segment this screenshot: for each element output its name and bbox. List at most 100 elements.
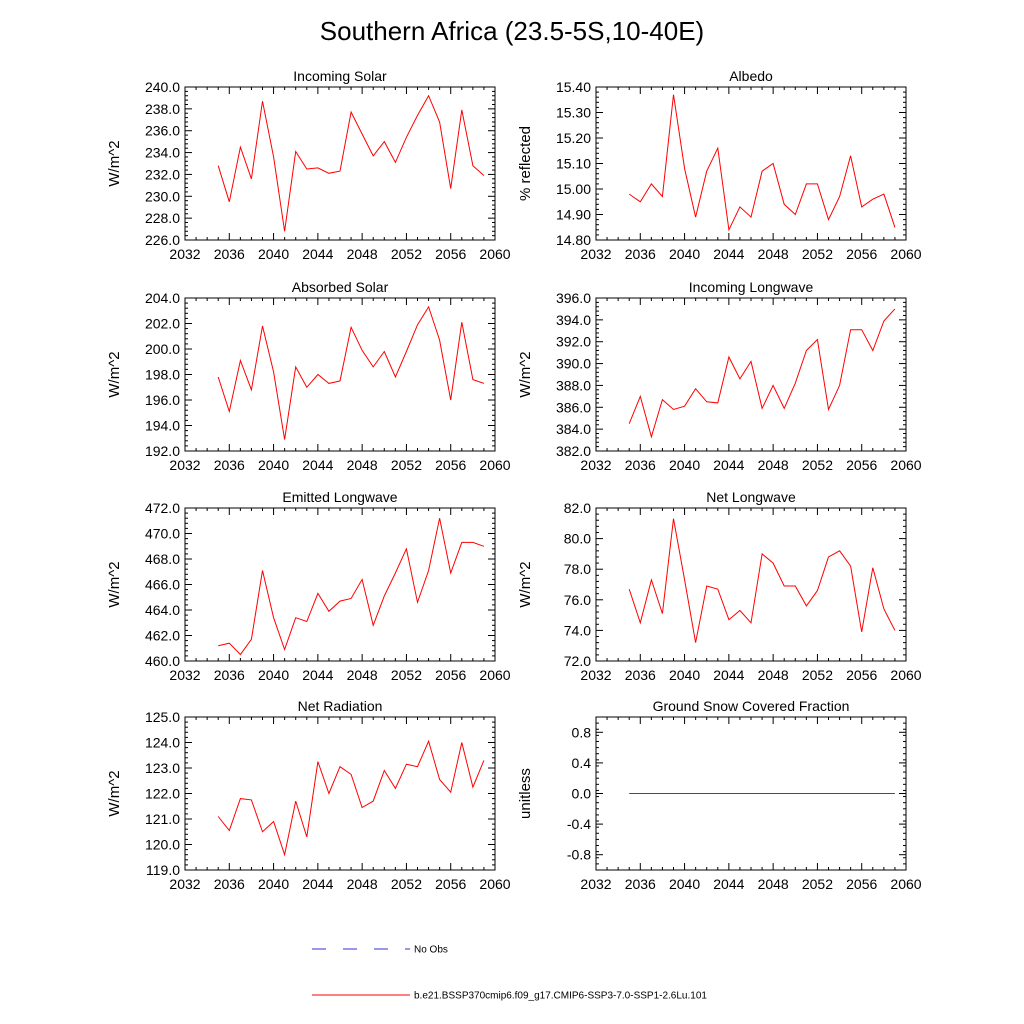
- x-tick-label: 2036: [625, 457, 656, 473]
- x-tick-label: 2044: [302, 457, 333, 473]
- x-tick-label: 2040: [258, 457, 289, 473]
- y-tick-label: 121.0: [145, 811, 180, 827]
- plot-frame: [184, 86, 496, 241]
- x-tick-label: 2044: [713, 457, 744, 473]
- panel-absorbed-solar: Absorbed Solar W/m^2 2032 2036 2040 2044 2048 2…: [106, 279, 511, 473]
- x-tick-label: 2056: [435, 876, 466, 892]
- x-tick-label: 2052: [391, 246, 422, 262]
- x-tick-label: 2060: [890, 876, 921, 892]
- y-tick-label: 123.0: [145, 760, 180, 776]
- x-tick-label: 2056: [435, 246, 466, 262]
- y-axis-label: W/m^2: [517, 561, 534, 607]
- y-axis-label: % reflected: [517, 126, 534, 201]
- y-tick-label: 0.8: [572, 724, 592, 740]
- panel-net-longwave: Net Longwave W/m^2 2032 2036 2040 2044 2048 205…: [517, 489, 922, 683]
- figure-title: Southern Africa (23.5-5S,10-40E): [320, 16, 704, 46]
- y-tick-label: 76.0: [564, 592, 591, 608]
- x-tick-label: 2032: [169, 667, 200, 683]
- panel-emitted-longwave: Emitted Longwave W/m^2 2032 2036 2040 2044 204…: [106, 489, 511, 683]
- x-tick-label: 2048: [347, 457, 378, 473]
- y-tick-label: 0.0: [572, 786, 592, 802]
- x-tick-label: 2048: [758, 246, 789, 262]
- y-tick-label: 472.0: [145, 500, 180, 516]
- y-tick-label: 14.80: [556, 232, 591, 248]
- y-tick-label: 230.0: [145, 188, 180, 204]
- y-tick-label: 464.0: [145, 602, 180, 618]
- y-tick-label: 394.0: [556, 312, 591, 328]
- x-tick-label: 2056: [435, 457, 466, 473]
- panel-title-ground-snow-covered-fraction: Ground Snow Covered Fraction: [653, 698, 850, 714]
- x-tick-label: 2056: [846, 876, 877, 892]
- x-tick-label: 2048: [347, 667, 378, 683]
- x-tick-label: 2048: [758, 457, 789, 473]
- x-tick-label: 2044: [713, 246, 744, 262]
- y-tick-label: 15.40: [556, 79, 591, 95]
- plot-frame: [595, 297, 907, 452]
- y-tick-label: 232.0: [145, 166, 180, 182]
- x-tick-label: 2060: [479, 457, 510, 473]
- x-tick-label: 2040: [669, 876, 700, 892]
- y-tick-label: 198.0: [145, 367, 180, 383]
- panel-title-emitted-longwave: Emitted Longwave: [282, 489, 397, 505]
- y-tick-label: 15.30: [556, 105, 591, 121]
- y-tick-label: 0.4: [572, 755, 592, 771]
- y-tick-label: 14.90: [556, 207, 591, 223]
- y-tick-label: 240.0: [145, 79, 180, 95]
- plot-frame: [184, 716, 496, 871]
- y-tick-label: 468.0: [145, 551, 180, 567]
- y-axis-label: W/m^2: [517, 351, 534, 397]
- y-axis-label: W/m^2: [106, 140, 123, 186]
- x-tick-label: 2052: [391, 876, 422, 892]
- panel-albedo: Albedo % reflected 2032 2036 2040 2044 2048 205…: [517, 68, 922, 262]
- y-tick-label: 382.0: [556, 443, 591, 459]
- x-tick-label: 2060: [890, 667, 921, 683]
- panel-title-incoming-solar: Incoming Solar: [293, 68, 387, 84]
- y-tick-label: 200.0: [145, 341, 180, 357]
- y-axis-label: W/m^2: [106, 770, 123, 816]
- y-axis-label: unitless: [517, 768, 534, 819]
- series-line-net-longwave: [628, 518, 896, 643]
- x-tick-label: 2040: [258, 876, 289, 892]
- legend-label-2: b.e21.BSSP370cmip6.f09_g17.CMIP6-SSP3-7.…: [414, 991, 707, 1002]
- x-tick-label: 2032: [580, 457, 611, 473]
- x-tick-label: 2036: [214, 876, 245, 892]
- y-tick-label: 228.0: [145, 210, 180, 226]
- x-tick-label: 2032: [580, 876, 611, 892]
- panel-title-absorbed-solar: Absorbed Solar: [292, 279, 389, 295]
- y-tick-label: 80.0: [564, 531, 591, 547]
- series-line-incoming-longwave: [628, 308, 896, 439]
- x-tick-label: 2044: [302, 667, 333, 683]
- y-tick-label: 460.0: [145, 653, 180, 669]
- x-tick-label: 2032: [580, 246, 611, 262]
- y-tick-label: 72.0: [564, 653, 591, 669]
- panel-incoming-solar: Incoming Solar W/m^2 2032 2036 2040 2044 2048 2…: [106, 68, 511, 262]
- legend-label-1: No Obs: [414, 945, 448, 956]
- y-tick-label: 384.0: [556, 421, 591, 437]
- x-tick-label: 2052: [802, 246, 833, 262]
- x-tick-label: 2040: [669, 246, 700, 262]
- x-tick-label: 2036: [625, 667, 656, 683]
- series-line-albedo: [628, 94, 896, 232]
- y-tick-label: 125.0: [145, 709, 180, 725]
- y-tick-label: 462.0: [145, 628, 180, 644]
- x-tick-label: 2036: [214, 246, 245, 262]
- legend: No Obs b.e21.BSSP370cmip6.f09_g17.CMIP6-S…: [312, 945, 707, 1002]
- y-tick-label: 386.0: [556, 399, 591, 415]
- x-tick-label: 2036: [214, 667, 245, 683]
- series-line-net-radiation: [217, 739, 485, 857]
- y-tick-label: 236.0: [145, 123, 180, 139]
- y-tick-label: 124.0: [145, 735, 180, 751]
- x-tick-label: 2048: [347, 246, 378, 262]
- y-tick-label: 226.0: [145, 232, 180, 248]
- series-line-absorbed-solar: [217, 305, 485, 440]
- x-tick-label: 2032: [580, 667, 611, 683]
- y-tick-label: 390.0: [556, 356, 591, 372]
- x-tick-label: 2052: [802, 457, 833, 473]
- panel-incoming-longwave: Incoming Longwave W/m^2 2032 2036 2040 2044 20…: [517, 279, 922, 473]
- y-tick-label: 202.0: [145, 316, 180, 332]
- y-tick-label: 204.0: [145, 290, 180, 306]
- x-tick-label: 2060: [479, 876, 510, 892]
- y-tick-label: 119.0: [146, 862, 180, 878]
- x-tick-label: 2056: [846, 246, 877, 262]
